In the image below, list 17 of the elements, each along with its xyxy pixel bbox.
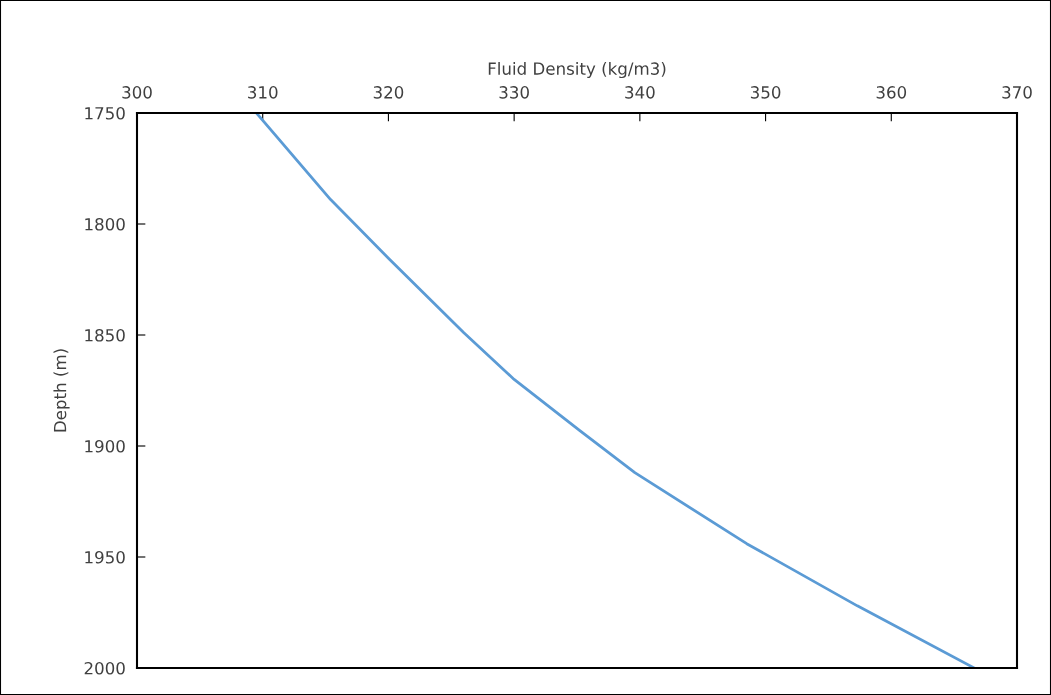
y-tick-label: 1900 [85, 439, 125, 453]
x-tick-label: 360 [876, 86, 907, 99]
y-tick-label: 1750 [85, 106, 125, 120]
x-tick-label: 370 [1002, 86, 1032, 99]
x-tick-label: 320 [373, 86, 404, 99]
x-tick-label: 350 [750, 86, 781, 99]
x-tick-label: 300 [122, 86, 152, 99]
y-tick-label: 1850 [85, 328, 125, 342]
x-axis-title: Fluid Density (kg/m3) [488, 61, 666, 79]
x-tick-label: 340 [625, 86, 655, 99]
y-tick-label: 2000 [84, 661, 125, 675]
line-series [255, 113, 976, 668]
x-tick-label: 330 [499, 86, 529, 99]
y-tick-label: 1800 [85, 217, 125, 231]
x-tick-label: 310 [248, 86, 278, 99]
y-tick-label: 1950 [85, 550, 125, 564]
y-axis-title: Depth (m) [53, 349, 70, 432]
